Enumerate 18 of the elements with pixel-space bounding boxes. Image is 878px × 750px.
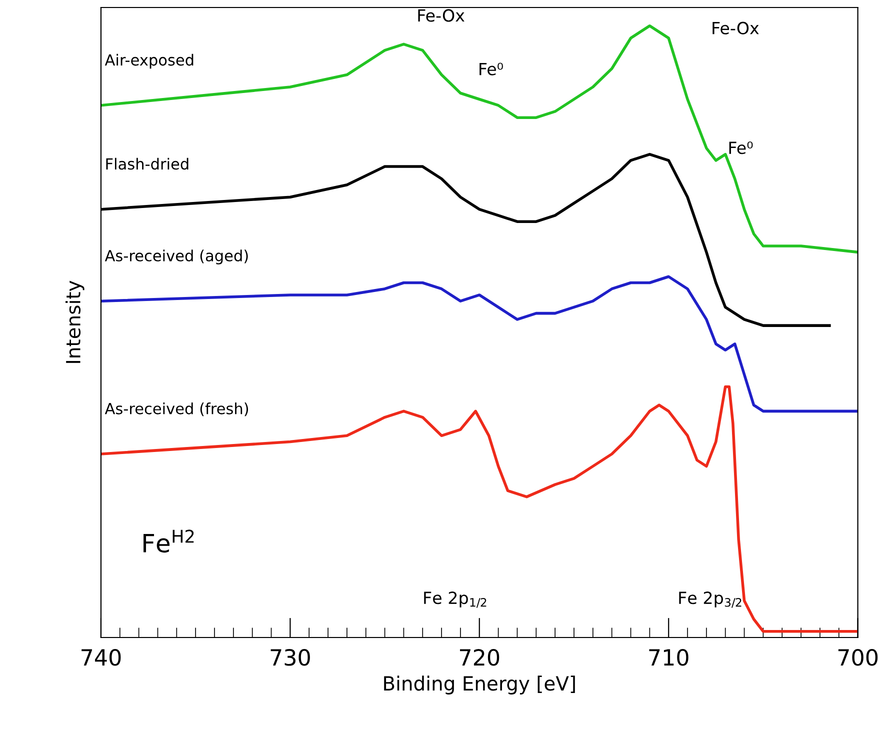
text: Flash-dried	[106, 158, 188, 170]
annotation: Fe⁰	[480, 62, 503, 76]
annotation: Fe 2p$_{1/2}$	[424, 592, 486, 608]
series-label: As-received (fresh)	[104, 402, 248, 416]
annotation: Fe⁰	[729, 141, 753, 154]
annotation: Fe 2p$_{3/2}$	[679, 592, 742, 608]
text: Fe-Ox	[418, 9, 464, 22]
y-axis-title: Intensity	[65, 280, 84, 363]
x-tick-label: 710	[649, 649, 688, 666]
text: As-received (aged)	[104, 250, 248, 264]
x-tick-label: 730	[270, 649, 310, 666]
annotation: Fe-Ox	[712, 22, 759, 34]
x-tick-label: 700	[838, 649, 878, 666]
series-label: Air-exposed	[104, 54, 194, 69]
x-axis-title: Binding Energy [eV]	[384, 676, 575, 694]
x-tick-label: 720	[460, 649, 500, 666]
annotation: Fe$^{H2}$	[144, 530, 194, 553]
x-tick-label: 740	[82, 649, 121, 666]
